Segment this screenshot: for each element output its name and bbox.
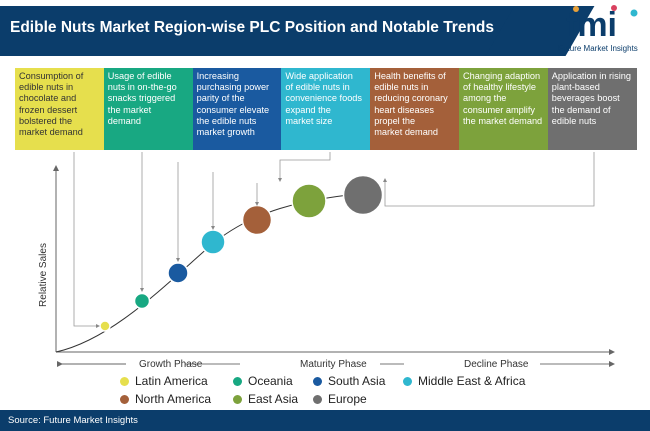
trend-text-line: heart diseases xyxy=(374,104,434,115)
region-bubble xyxy=(133,292,151,310)
y-axis-label: Relative Sales xyxy=(38,243,49,307)
plc-chart: Relative Sales xyxy=(38,152,615,367)
footer: Source: Future Market Insights xyxy=(0,410,650,431)
logo-letters: fmi xyxy=(566,6,617,44)
logo-tagline: Future Market Insights xyxy=(558,44,638,53)
trend-text-line: Increasing xyxy=(196,71,239,81)
trend-text-line: edible nuts in xyxy=(19,82,74,93)
trend-text-line: of edible nuts in xyxy=(285,82,350,93)
legend-item: Europe xyxy=(313,391,367,407)
trend-box: Wide application of edible nuts in conveni… xyxy=(281,68,371,150)
trend-text-line: expand the xyxy=(285,104,331,115)
region-bubble xyxy=(167,262,189,284)
trend-text-line: plant-based xyxy=(551,82,600,93)
legend-dot xyxy=(313,394,322,404)
trend-box: Health benefits of edible nuts in reducing… xyxy=(370,68,460,150)
legend-dot xyxy=(120,394,129,404)
legend-item: North America xyxy=(120,391,211,407)
trend-text-line: the edible nuts xyxy=(196,115,257,126)
legend-dot xyxy=(313,376,322,386)
region-bubble xyxy=(342,174,384,216)
legend-item: Oceania xyxy=(233,373,293,389)
connector-line xyxy=(73,152,100,328)
legend-row-2: North America East Asia Europe xyxy=(0,391,650,407)
legend-dot xyxy=(403,376,412,386)
trend-text-line: among the xyxy=(463,93,507,104)
fmi-logo-icon: fmi xyxy=(566,5,638,44)
phase-axis: Growth Phase Maturity Phase Decline Phas… xyxy=(55,356,615,374)
legend-label: North America xyxy=(135,392,212,406)
legend-item: South Asia xyxy=(313,373,385,389)
trend-text-line: of healthy lifestyle xyxy=(463,82,537,93)
trend-text-line: the market xyxy=(107,104,152,115)
trend-text-line: Usage of edible xyxy=(107,71,172,81)
trend-text-line: Consumption of xyxy=(19,71,84,81)
trend-text-line: beverages boost xyxy=(551,93,620,104)
legend-dot xyxy=(120,376,129,386)
trend-text-line: market growth xyxy=(196,127,255,138)
legend-dot xyxy=(233,376,242,386)
trend-box: Application in rising plant-based beverage… xyxy=(547,68,638,150)
trend-text-line: Wide application xyxy=(285,71,353,81)
trend-boxes: Consumption of edible nuts in chocolate an… xyxy=(15,68,638,150)
connector-line xyxy=(383,152,595,207)
title-banner xyxy=(0,6,540,56)
trend-text-line: market size xyxy=(285,115,333,126)
trend-text-line: parity of the xyxy=(196,93,245,104)
region-bubble xyxy=(241,204,273,236)
trend-box: Usage of edible nuts in on-the-go snacks t… xyxy=(103,68,194,150)
trend-text-line: edible nuts xyxy=(551,115,597,126)
trend-text-line: the demand of xyxy=(551,104,611,115)
trend-box: Increasing purchasing power parity of the c… xyxy=(192,68,282,150)
legend-item: Middle East & Africa xyxy=(403,373,525,389)
legend-label: Oceania xyxy=(248,374,293,388)
page-title: Edible Nuts Market Region-wise PLC Posit… xyxy=(10,19,495,36)
legend-label: Latin America xyxy=(135,374,208,388)
trend-text-line: the market demand xyxy=(463,115,543,126)
company-logo: fmi Future Market Insights xyxy=(548,4,648,58)
source-note: Source: Future Market Insights xyxy=(8,415,138,426)
legend-dot xyxy=(233,394,242,404)
region-bubble xyxy=(200,229,226,255)
trend-text-line: consumer amplify xyxy=(463,104,535,115)
phase-growth: Growth Phase xyxy=(139,359,203,370)
trend-text-line: reducing coronary xyxy=(374,93,448,104)
trend-text-line: frozen dessert xyxy=(19,104,78,115)
phase-maturity: Maturity Phase xyxy=(300,359,367,370)
legend-label: East Asia xyxy=(248,392,299,406)
trend-text-line: bolstered the xyxy=(19,115,73,126)
legend-row-1: Latin America Oceania South Asia Middle … xyxy=(0,373,650,389)
legend-item: East Asia xyxy=(233,391,298,407)
trend-text-line: Changing adaption xyxy=(463,71,541,81)
trend-text-line: consumer elevate xyxy=(196,104,270,115)
legend-item: Latin America xyxy=(120,373,208,389)
region-bubble xyxy=(99,320,111,332)
trend-text-line: Health benefits of xyxy=(374,71,446,81)
trend-text-line: market demand xyxy=(374,127,439,138)
trend-text-line: propel the xyxy=(374,115,416,126)
trend-text-line: edible nuts in xyxy=(374,82,429,93)
trend-box: Changing adaption of healthy lifestyle amo… xyxy=(459,68,549,150)
trend-text-line: snacks triggered xyxy=(107,93,176,104)
region-bubble xyxy=(291,183,327,219)
legend-label: South Asia xyxy=(328,374,386,388)
trend-text-line: purchasing power xyxy=(196,82,270,93)
phase-decline: Decline Phase xyxy=(464,359,529,370)
connector-line xyxy=(278,152,331,182)
legend-label: Middle East & Africa xyxy=(418,374,526,388)
trend-text-line: convenience foods xyxy=(285,93,363,104)
header: Edible Nuts Market Region-wise PLC Posit… xyxy=(0,0,650,62)
trend-text-line: market demand xyxy=(19,127,83,138)
trend-box: Consumption of edible nuts in chocolate an… xyxy=(15,68,105,150)
legend-label: Europe xyxy=(328,392,367,406)
trend-text-line: chocolate and xyxy=(19,93,77,104)
trend-text-line: nuts in on-the-go xyxy=(107,82,177,93)
trend-text-line: Application in rising xyxy=(551,71,631,81)
trend-text-line: demand xyxy=(107,115,141,126)
